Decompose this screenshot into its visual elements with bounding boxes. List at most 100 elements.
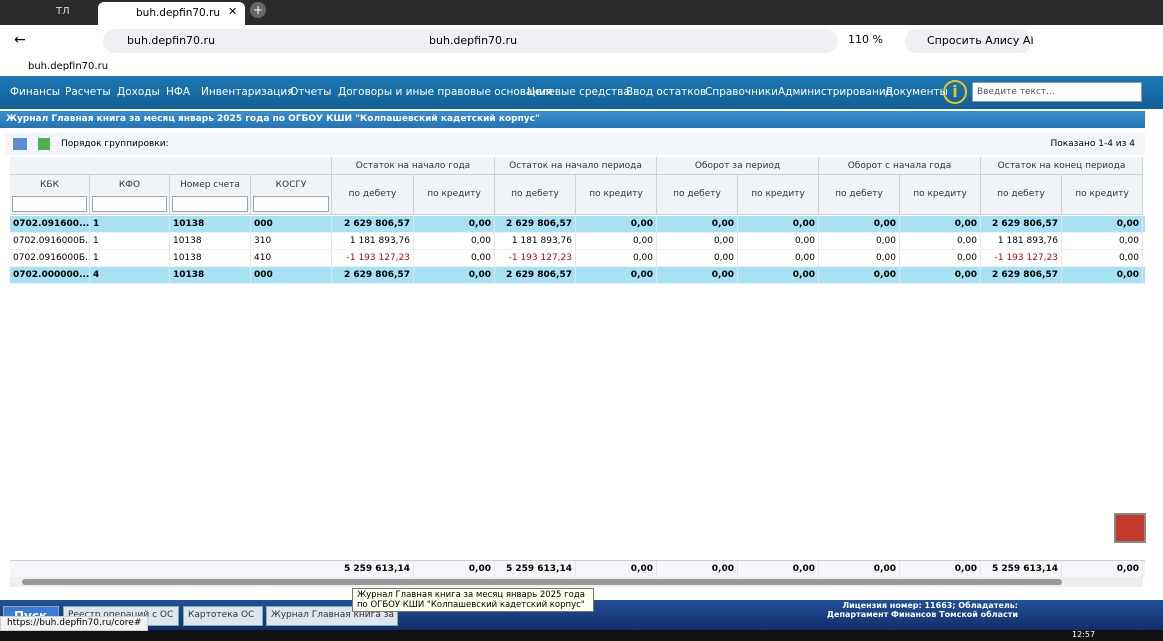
scroll-thumb[interactable] (22, 579, 1062, 585)
info-icon[interactable]: i (943, 80, 967, 104)
cell: 1 (90, 233, 170, 249)
main-menu: i Введите текст... Финансы Расчеты Доходы Н… (0, 76, 1163, 109)
task-item[interactable]: Картотека ОС (183, 606, 263, 626)
url-field[interactable]: buh.depfin70.ru buh.depfin70.ru (103, 29, 838, 53)
grouping-label: Порядок группировки: (61, 139, 169, 149)
cell: 10138 (170, 233, 251, 249)
shown-count: Показано 1-4 из 4 (1050, 139, 1135, 149)
cell: 0,00 (657, 216, 738, 232)
cell: 0,00 (414, 233, 495, 249)
new-tab[interactable]: + (250, 2, 266, 18)
menu-item[interactable]: Целевые средства (527, 86, 630, 98)
active-tab[interactable]: buh.depfin70.ru ✕ (98, 2, 245, 25)
side-widget[interactable] (1114, 513, 1146, 543)
column-filter[interactable] (92, 196, 167, 212)
tab[interactable]: ТЛ (56, 6, 70, 17)
cell: 0,00 (819, 267, 900, 283)
column-filter[interactable] (12, 196, 87, 212)
group-header: Оборот за период (657, 157, 819, 175)
column-header[interactable]: по дебету (981, 175, 1062, 215)
column-filter[interactable] (172, 196, 248, 212)
cell: 000 (251, 267, 332, 283)
cell: 0702.000000... (10, 267, 90, 283)
cell: 1 (90, 216, 170, 232)
data-grid: Остаток на начало года Остаток на начало … (0, 157, 1145, 587)
cell: 2 629 806,57 (981, 216, 1062, 232)
cell: 0,00 (576, 216, 657, 232)
column-header[interactable]: по кредиту (576, 175, 657, 215)
status-url: https://buh.depfin70.ru/core# (0, 616, 149, 631)
menu-item[interactable]: НФА (166, 86, 191, 98)
cell: 0,00 (900, 267, 981, 283)
cell: -1 193 127,23 (981, 250, 1062, 266)
license-line: Лицензия номер: 11663; Обладатель: (842, 601, 1018, 610)
cell: 000 (251, 216, 332, 232)
cell: 0,00 (414, 250, 495, 266)
menu-item[interactable]: Доходы (117, 86, 160, 98)
cell: 0,00 (1062, 250, 1143, 266)
toolbar: Порядок группировки: Показано 1-4 из 4 (5, 133, 1145, 155)
total-cell: 5 259 613,14 (981, 561, 1062, 577)
close-tab[interactable]: ✕ (228, 5, 238, 18)
column-header[interactable]: по кредиту (1062, 175, 1143, 215)
cell: 0,00 (738, 216, 819, 232)
total-cell: 0,00 (819, 561, 900, 577)
cell: 0,00 (657, 233, 738, 249)
cell: 10138 (170, 267, 251, 283)
table-row[interactable]: 0702.0916000Б... 1 10138 410 -1 193 127,23 0,… (10, 250, 1145, 267)
column-header[interactable]: по кредиту (414, 175, 495, 215)
cell: 0,00 (576, 250, 657, 266)
cell: -1 193 127,23 (332, 250, 414, 266)
total-cell: 0,00 (1062, 561, 1143, 577)
menu-item[interactable]: Инвентаризация (201, 86, 294, 98)
url: buh.depfin70.ru (127, 34, 216, 47)
zoom[interactable]: 110 % (848, 33, 883, 46)
column-header[interactable]: по кредиту (738, 175, 819, 215)
totals-row: 5 259 613,14 0,00 5 259 613,14 0,00 0,00 0,00… (10, 560, 1145, 577)
cell: 0,00 (819, 216, 900, 232)
header-band (10, 157, 332, 175)
menu-item[interactable]: Справочники (705, 86, 778, 98)
total-cell: 5 259 613,14 (495, 561, 576, 577)
menu-item[interactable]: Договоры и иные правовые основания (338, 86, 553, 98)
column-filter[interactable] (253, 196, 329, 212)
column-header[interactable]: по дебету (657, 175, 738, 215)
cell: 1 181 893,76 (495, 233, 576, 249)
menu-item[interactable]: Администрирование (778, 86, 893, 98)
menu-item[interactable]: Расчеты (65, 86, 111, 98)
column-header[interactable]: по кредиту (900, 175, 981, 215)
search-field[interactable]: Введите текст... (972, 82, 1142, 102)
menu-item[interactable]: Документы (885, 86, 948, 98)
column-header[interactable]: по дебету (495, 175, 576, 215)
license-line: Департамент Финансов Томской области (826, 610, 1018, 619)
back[interactable]: ← (14, 32, 26, 48)
column-header[interactable]: по дебету (332, 175, 414, 215)
total-cell: 0,00 (738, 561, 819, 577)
cell: 0,00 (900, 216, 981, 232)
cell: 0,00 (657, 267, 738, 283)
h-scrollbar[interactable] (10, 577, 1143, 587)
cell: 2 629 806,57 (495, 216, 576, 232)
menu-item[interactable]: Финансы (10, 86, 61, 98)
column-header[interactable]: по дебету (819, 175, 900, 215)
tooltip: Журнал Главная книга за месяц январь 202… (352, 588, 594, 612)
alice-button[interactable]: Спросить Алису AI (905, 29, 1033, 53)
cell: 0,00 (657, 250, 738, 266)
address-bar: ← buh.depfin70.ru buh.depfin70.ru 110 % … (0, 25, 1163, 58)
cell: 2 629 806,57 (332, 216, 414, 232)
refresh-button[interactable] (38, 138, 50, 150)
menu-item[interactable]: Ввод остатков (626, 86, 707, 98)
total-cell: 5 259 613,14 (332, 561, 414, 577)
os-taskbar: 12:57 (0, 630, 1163, 641)
cell: 0,00 (414, 216, 495, 232)
table-row[interactable]: 0702.0916000Б... 1 10138 310 1 181 893,76 0,0… (10, 233, 1145, 250)
table-row[interactable]: 0702.000000... 4 10138 000 2 629 806,57 0,00 2… (10, 267, 1145, 284)
bookmark[interactable]: buh.depfin70.ru (28, 61, 109, 72)
cell: 0,00 (900, 250, 981, 266)
cell: 4 (90, 267, 170, 283)
export-button[interactable] (13, 138, 27, 150)
cell: 0,00 (576, 267, 657, 283)
menu-item[interactable]: Отчеты (290, 86, 332, 98)
page-title: buh.depfin70.ru (429, 34, 518, 47)
table-row[interactable]: 0702.091600... 1 10138 000 2 629 806,57 0,00 2… (10, 216, 1145, 233)
